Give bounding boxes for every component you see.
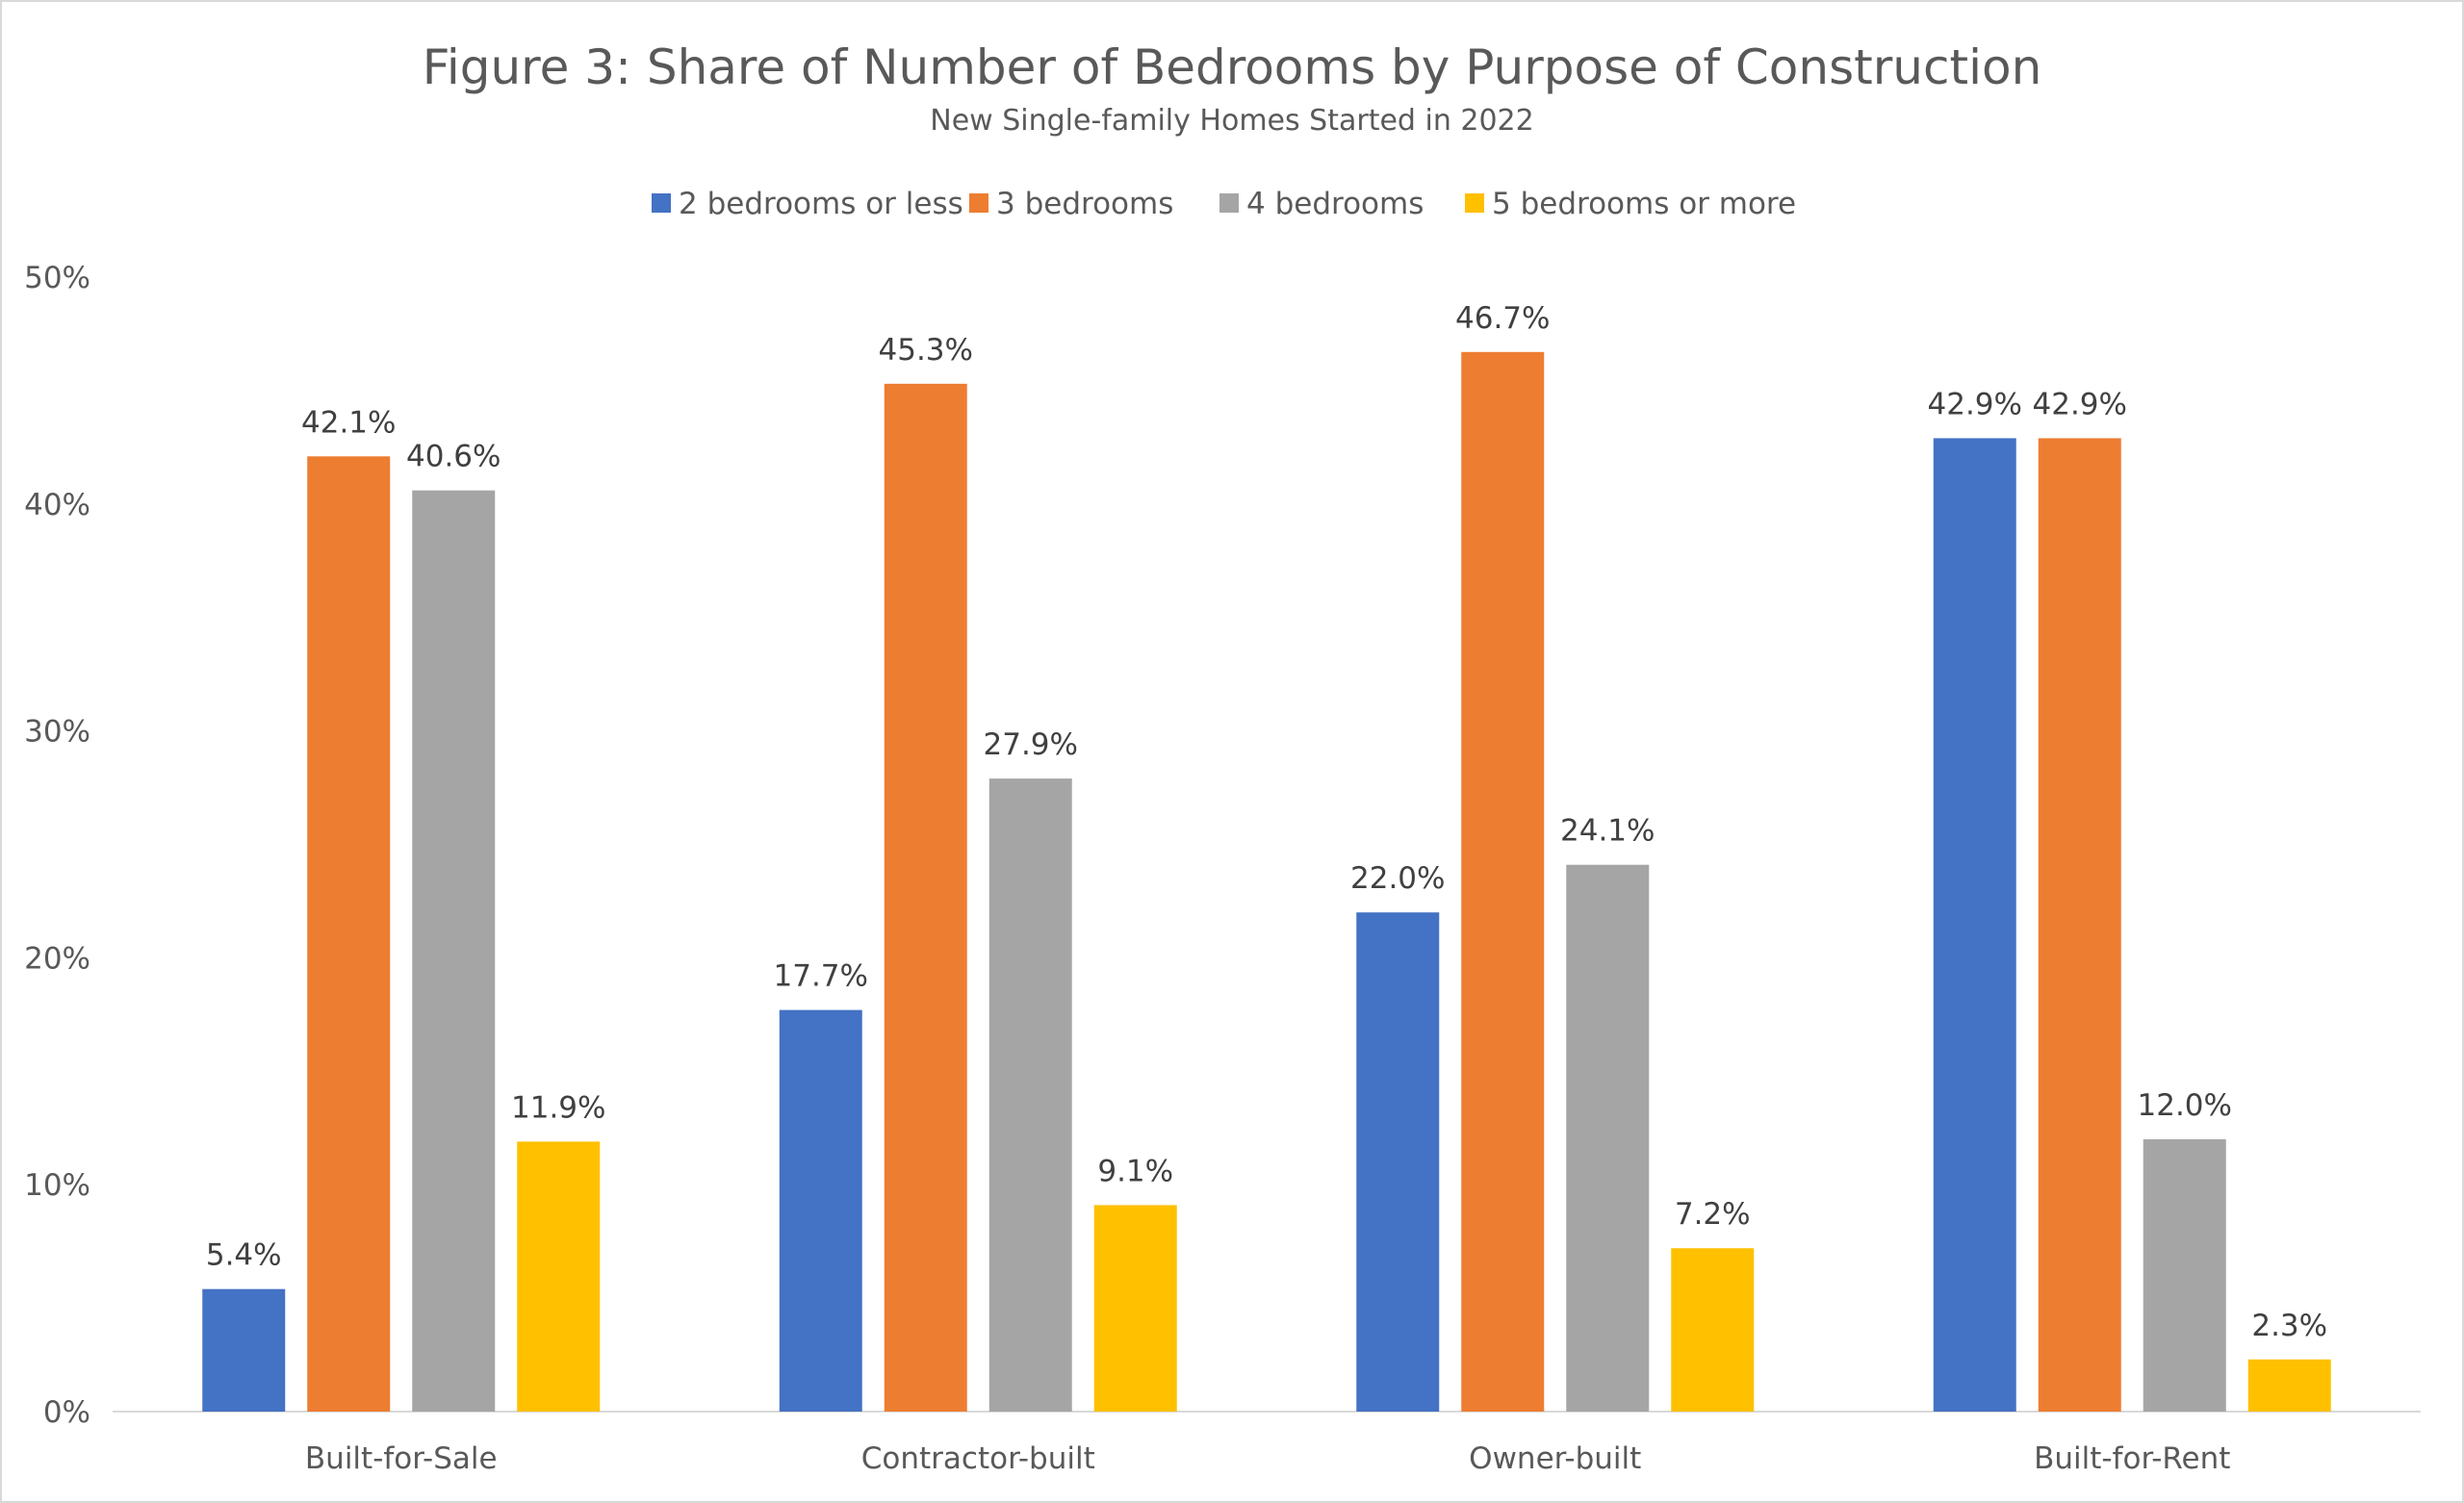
data-label: 40.6% <box>406 440 500 474</box>
bar <box>1461 351 1545 1413</box>
x-tick-label: Built-for-Rent <box>2034 1441 2230 1476</box>
y-axis: 0% 10% 20% 30% 40% 50% <box>24 261 90 1430</box>
data-label: 24.1% <box>1560 814 1655 849</box>
bar <box>307 456 391 1413</box>
data-label: 42.1% <box>301 405 396 440</box>
data-label: 22.0% <box>1350 861 1445 896</box>
legend-label: 2 bedrooms or less <box>679 187 963 221</box>
x-tick-label: Built-for-Sale <box>305 1441 498 1476</box>
bar <box>1566 864 1650 1412</box>
x-tick-label: Owner-built <box>1469 1441 1641 1476</box>
data-label: 5.4% <box>206 1238 282 1273</box>
legend-item-2: 3 bedrooms <box>969 187 1173 221</box>
bar <box>2038 438 2121 1413</box>
bar <box>1093 1205 1177 1412</box>
legend-swatch <box>652 193 671 213</box>
y-tick-label: 20% <box>24 941 90 976</box>
bar <box>1356 912 1440 1412</box>
legend: 2 bedrooms or less 3 bedrooms 4 bedrooms 5 … <box>652 187 1796 221</box>
bar <box>988 778 1072 1412</box>
legend-item-1: 2 bedrooms or less <box>652 187 963 221</box>
y-tick-label: 50% <box>24 261 90 295</box>
data-label: 2.3% <box>2251 1309 2327 1343</box>
bar <box>779 1009 862 1412</box>
legend-swatch <box>969 193 988 213</box>
data-labels: 5.4% 17.7% 22.0% 42.9% 42.1% 45.3% 46.7% 42.9% 4… <box>206 301 2327 1343</box>
data-label: 9.1% <box>1097 1154 1173 1188</box>
legend-item-3: 4 bedrooms <box>1219 187 1424 221</box>
bar <box>412 490 496 1413</box>
data-label: 12.0% <box>2138 1088 2232 1123</box>
data-label: 42.9% <box>2033 387 2127 421</box>
bar <box>517 1141 601 1412</box>
x-axis: Built-for-Sale Contractor-built Owner-buil… <box>113 1411 2421 1476</box>
y-tick-label: 0% <box>43 1395 90 1430</box>
data-label: 7.2% <box>1675 1197 1751 1232</box>
legend-label: 3 bedrooms <box>996 187 1173 221</box>
legend-label: 4 bedrooms <box>1246 187 1424 221</box>
legend-swatch <box>1219 193 1239 213</box>
chart-subtitle: New Single-family Homes Started in 2022 <box>930 104 1533 138</box>
data-label: 45.3% <box>879 333 973 368</box>
y-tick-label: 40% <box>24 488 90 522</box>
chart-title: Figure 3: Share of Number of Bedrooms by… <box>423 39 2042 95</box>
legend-item-4: 5 bedrooms or more <box>1465 187 1796 221</box>
y-tick-label: 30% <box>24 715 90 750</box>
y-tick-label: 10% <box>24 1168 90 1203</box>
bar <box>202 1288 286 1412</box>
data-label: 27.9% <box>984 727 1078 762</box>
data-label: 17.7% <box>774 959 868 994</box>
bar <box>884 383 967 1413</box>
data-label: 11.9% <box>511 1090 605 1125</box>
bar <box>2247 1359 2331 1412</box>
legend-swatch <box>1465 193 1484 213</box>
bar <box>1671 1248 1755 1412</box>
bars <box>202 351 2331 1413</box>
data-label: 42.9% <box>1928 387 2022 421</box>
data-label: 46.7% <box>1455 301 1550 336</box>
legend-label: 5 bedrooms or more <box>1492 187 1796 221</box>
bar <box>2143 1139 2226 1412</box>
bar <box>1933 438 2016 1413</box>
x-tick-label: Contractor-built <box>861 1441 1095 1476</box>
